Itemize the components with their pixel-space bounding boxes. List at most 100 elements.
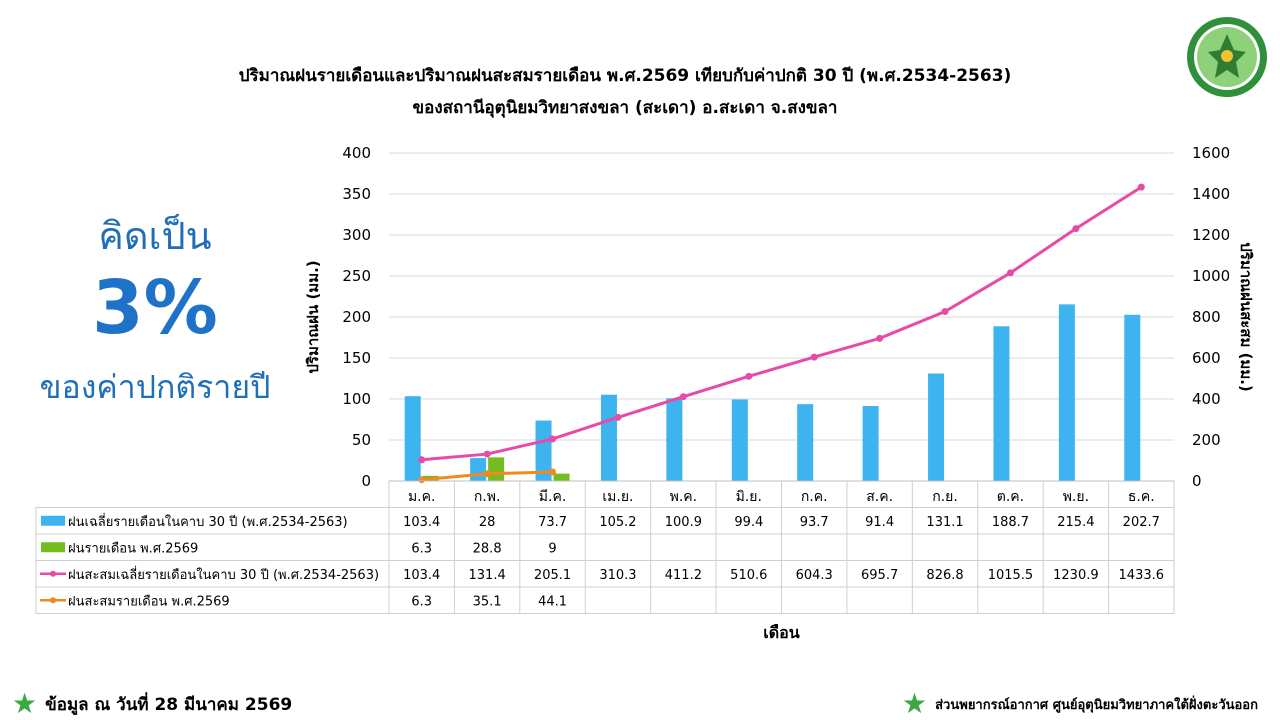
legend-label: ฝนเฉลี่ยรายเดือนในคาบ 30 ปี (พ.ศ.2534-25… <box>68 513 348 530</box>
bar <box>1124 314 1141 481</box>
data-point <box>1137 183 1145 191</box>
y2-tick-label: 800 <box>1192 308 1221 326</box>
data-label: 9 <box>548 541 556 556</box>
data-label: 1433.6 <box>1119 568 1165 583</box>
y2-tick-label: 1200 <box>1192 226 1230 244</box>
bar <box>404 396 421 481</box>
data-label: 28.8 <box>473 541 502 556</box>
data-label: 215.4 <box>1057 515 1094 530</box>
y2-tick-label: 600 <box>1192 349 1221 367</box>
footer-source: ★ ส่วนพยากรณ์อากาศ ศูนย์อุตุนิยมวิทยาภาค… <box>902 690 1258 718</box>
data-label: 411.2 <box>665 568 702 583</box>
y-tick-label: 100 <box>342 390 371 408</box>
x-tick-label: ก.ย. <box>932 489 958 505</box>
x-tick-label: มิ.ย. <box>736 489 762 505</box>
data-point <box>549 435 557 443</box>
data-label: 604.3 <box>796 568 833 583</box>
bar <box>600 394 617 481</box>
callout-percent: 3% <box>92 265 218 351</box>
data-point <box>876 334 884 342</box>
data-label: 826.8 <box>926 568 963 583</box>
bar <box>1058 304 1075 481</box>
legend-swatch <box>50 570 56 577</box>
data-point <box>810 353 818 361</box>
data-label: 73.7 <box>538 515 567 530</box>
data-label: 188.7 <box>992 515 1029 530</box>
bar <box>993 326 1010 481</box>
legend-swatch <box>50 597 56 604</box>
data-label: 100.9 <box>665 515 702 530</box>
x-axis-label: เดือน <box>763 623 799 642</box>
legend-swatch <box>41 542 65 553</box>
data-label: 6.3 <box>411 541 432 556</box>
chart-title-line-1: ปริมาณฝนรายเดือนและปริมาณฝนสะสมรายเดือน … <box>238 66 1012 86</box>
department-logo-icon <box>1187 17 1267 97</box>
bar <box>666 398 683 481</box>
data-label: 91.4 <box>865 515 894 530</box>
data-point <box>941 308 949 316</box>
data-point <box>745 372 753 380</box>
legend-label: ฝนสะสมรายเดือน พ.ศ.2569 <box>68 593 230 609</box>
data-point <box>483 450 491 458</box>
legend-swatch <box>41 515 65 526</box>
y-tick-label: 300 <box>342 226 371 244</box>
data-label: 6.3 <box>411 594 432 609</box>
x-tick-label: ม.ค. <box>408 489 436 505</box>
x-tick-label: พ.ค. <box>670 489 698 505</box>
data-label: 28 <box>479 515 496 530</box>
y-axis-label: ปริมาณฝน (มม.) <box>304 260 322 373</box>
x-tick-label: ส.ค. <box>866 489 893 505</box>
data-label: 510.6 <box>730 568 767 583</box>
series-line <box>421 185 1143 462</box>
footer-date: ★ ข้อมูล ณ วันที่ 28 มีนาคม 2569 <box>12 690 292 718</box>
y-tick-label: 0 <box>361 472 371 490</box>
data-label: 310.3 <box>599 568 636 583</box>
bar <box>862 406 879 481</box>
data-label: 202.7 <box>1123 515 1160 530</box>
data-label: 1230.9 <box>1053 568 1099 583</box>
data-label: 93.7 <box>800 515 829 530</box>
bar <box>731 399 748 481</box>
y-tick-label: 50 <box>352 431 371 449</box>
y-tick-label: 200 <box>342 308 371 326</box>
legend-label: ฝนรายเดือน พ.ศ.2569 <box>68 540 198 556</box>
data-point <box>614 413 622 421</box>
y2-tick-label: 400 <box>1192 390 1221 408</box>
data-point <box>483 470 491 478</box>
y2-tick-label: 1400 <box>1192 185 1230 203</box>
data-label: 99.4 <box>734 515 763 530</box>
data-point <box>418 476 426 484</box>
footer-date-text: ข้อมูล ณ วันที่ 28 มีนาคม 2569 <box>45 694 293 715</box>
legend-label: ฝนสะสมเฉลี่ยรายเดือนในคาบ 30 ปี (พ.ศ.253… <box>68 566 379 583</box>
data-label: 131.1 <box>926 515 963 530</box>
bar <box>553 473 570 481</box>
callout-label-top: คิดเป็น <box>98 214 212 258</box>
data-point <box>418 456 426 464</box>
data-label: 695.7 <box>861 568 898 583</box>
y-tick-label: 250 <box>342 267 371 285</box>
bar <box>797 404 814 481</box>
data-label: 1015.5 <box>988 568 1034 583</box>
x-tick-label: ก.ค. <box>801 489 828 505</box>
data-point <box>549 468 557 476</box>
chart-title-line-2: ของสถานีอุตุนิยมวิทยาสงขลา (สะเดา) อ.สะเ… <box>412 98 838 118</box>
data-label: 131.4 <box>469 568 506 583</box>
data-point <box>1072 225 1080 233</box>
y2-tick-label: 1600 <box>1192 144 1230 162</box>
y2-tick-label: 0 <box>1192 472 1202 490</box>
y-tick-label: 150 <box>342 349 371 367</box>
x-tick-label: มี.ค. <box>539 489 567 505</box>
data-label: 44.1 <box>538 594 567 609</box>
x-tick-label: เม.ย. <box>602 489 633 505</box>
y-tick-label: 400 <box>342 144 371 162</box>
bar <box>535 420 552 481</box>
x-tick-label: ธ.ค. <box>1128 489 1155 505</box>
data-label: 35.1 <box>473 594 502 609</box>
y2-axis-label: ปริมาณฝนสะสม (มม.) <box>1237 242 1255 392</box>
x-tick-label: ก.พ. <box>474 489 501 505</box>
y2-tick-label: 200 <box>1192 431 1221 449</box>
data-label: 205.1 <box>534 568 571 583</box>
bar <box>470 458 487 481</box>
data-point <box>1006 269 1014 277</box>
